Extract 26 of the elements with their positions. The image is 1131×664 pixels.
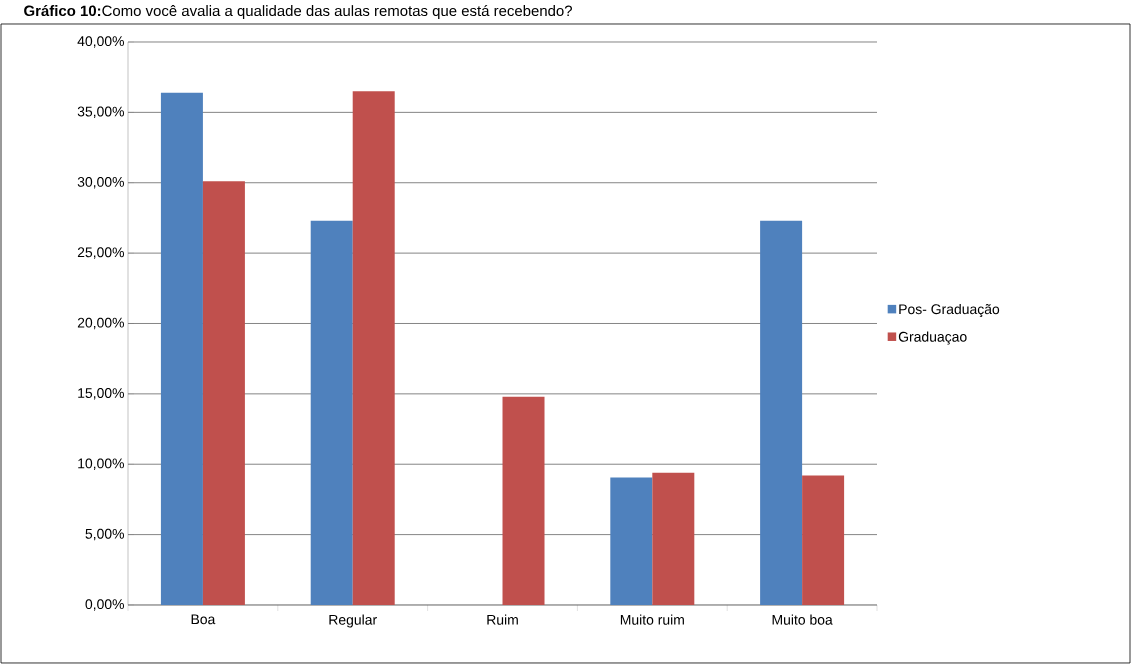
bar	[160, 92, 203, 605]
bar	[760, 220, 803, 605]
legend-label: Pos- Graduação	[899, 303, 1000, 317]
bar	[652, 472, 695, 605]
chart-title: Gráfico 10:Como você avalia a qualidade das aulas remotas que está recebendo?	[24, 4, 572, 20]
bar	[202, 181, 245, 605]
x-tick-label: Muito boa	[772, 614, 833, 625]
bar	[352, 91, 395, 605]
y-tick-label: 30,00%	[77, 176, 124, 189]
bar	[802, 475, 845, 605]
y-tick-label: 5,00%	[85, 528, 124, 541]
y-tick-label: 40,00%	[77, 36, 124, 48]
y-tick-label: 25,00%	[77, 247, 124, 259]
bar	[610, 477, 653, 605]
legend-label: Graduaçao	[898, 331, 967, 345]
y-tick-label: 10,00%	[78, 458, 124, 470]
x-tick-label: Boa	[191, 614, 216, 625]
x-tick-label: Regular	[329, 614, 377, 628]
x-tick-label: Muito ruim	[620, 614, 684, 625]
y-tick-label: 35,00%	[77, 106, 124, 119]
x-tick-label: Ruim	[487, 614, 518, 625]
y-tick-label: 0,00%	[85, 599, 124, 611]
y-tick-label: 20,00%	[77, 317, 124, 330]
bar	[502, 396, 545, 605]
y-tick-label: 15,00%	[78, 388, 124, 400]
bar	[310, 220, 353, 605]
